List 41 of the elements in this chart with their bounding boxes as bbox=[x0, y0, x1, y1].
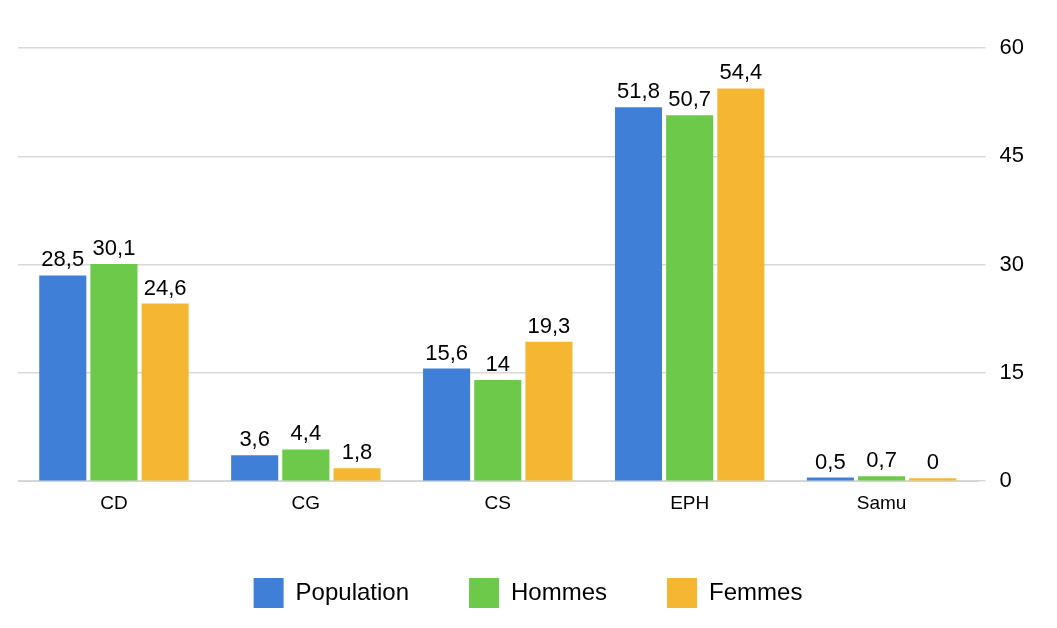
legend-label: Population bbox=[295, 577, 410, 605]
data-label: 15,6 bbox=[425, 339, 468, 365]
x-tick-label: CG bbox=[291, 491, 321, 513]
bar bbox=[474, 380, 522, 481]
bar bbox=[141, 303, 189, 481]
x-tick-label: Samu bbox=[856, 491, 907, 513]
bar bbox=[858, 476, 906, 481]
x-tick-label: EPH bbox=[670, 491, 710, 513]
data-label: 19,3 bbox=[527, 312, 571, 338]
data-label: 0,5 bbox=[815, 448, 846, 474]
bar bbox=[423, 368, 471, 481]
y-tick-label: 45 bbox=[999, 142, 1025, 168]
y-tick-label: 0 bbox=[999, 467, 1012, 493]
y-tick-label: 30 bbox=[999, 250, 1025, 276]
bar bbox=[282, 449, 330, 481]
data-label: 14 bbox=[485, 351, 511, 377]
bar bbox=[231, 455, 279, 481]
data-label: 4,4 bbox=[290, 420, 322, 446]
data-label: 0 bbox=[926, 449, 939, 475]
x-tick-label: CD bbox=[100, 491, 128, 513]
bar bbox=[666, 115, 714, 481]
bar bbox=[717, 88, 765, 481]
y-tick-label: 15 bbox=[999, 358, 1025, 384]
data-label: 50,7 bbox=[668, 86, 712, 112]
legend-label: Femmes bbox=[709, 577, 803, 605]
data-label: 30,1 bbox=[92, 234, 136, 260]
x-tick-label: CS bbox=[484, 491, 511, 513]
bar bbox=[39, 275, 87, 481]
data-label: 1,8 bbox=[341, 439, 373, 465]
data-label: 3,6 bbox=[239, 426, 270, 452]
bar bbox=[90, 263, 138, 481]
data-label: 54,4 bbox=[719, 59, 763, 85]
legend-label: Hommes bbox=[511, 577, 608, 605]
data-label: 28,5 bbox=[41, 246, 85, 272]
y-tick-label: 60 bbox=[999, 34, 1025, 60]
data-label: 0,7 bbox=[866, 447, 897, 473]
bar bbox=[333, 468, 381, 481]
bar bbox=[614, 107, 663, 481]
data-label: 51,8 bbox=[617, 78, 660, 104]
data-label: 24,6 bbox=[143, 274, 187, 300]
bar bbox=[525, 341, 573, 481]
